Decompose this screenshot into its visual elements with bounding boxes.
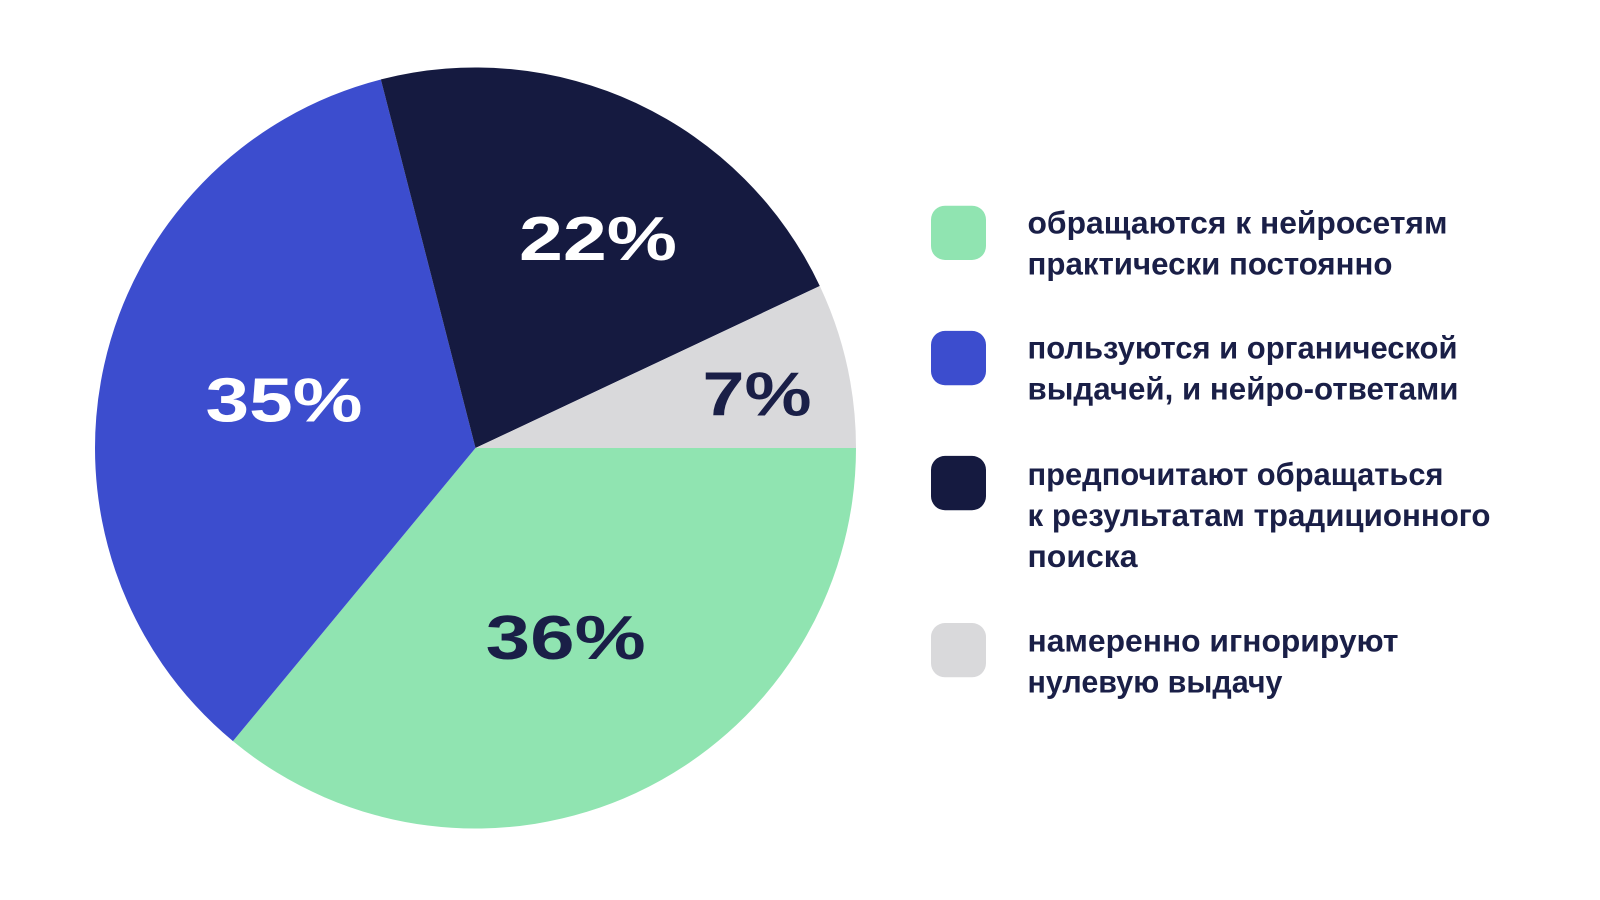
svg-text:35%: 35% (206, 367, 363, 436)
svg-text:намеренно игнорируют: намеренно игнорируют (1028, 623, 1399, 659)
svg-text:к результатам традиционного: к результатам традиционного (1028, 497, 1491, 533)
svg-text:выдачей, и нейро-ответами: выдачей, и нейро-ответами (1028, 371, 1459, 407)
svg-text:предпочитают обращаться: предпочитают обращаться (1028, 456, 1444, 492)
svg-text:практически постоянно: практически постоянно (1028, 245, 1393, 281)
svg-text:пользуются и органической: пользуются и органической (1028, 330, 1458, 366)
svg-text:поиска: поиска (1028, 538, 1138, 574)
svg-text:22%: 22% (519, 205, 677, 274)
svg-text:нулевую выдачу: нулевую выдачу (1028, 664, 1283, 700)
svg-text:7%: 7% (703, 361, 812, 430)
svg-text:36%: 36% (486, 604, 646, 673)
svg-text:обращаются к нейросетям: обращаются к нейросетям (1028, 204, 1448, 240)
